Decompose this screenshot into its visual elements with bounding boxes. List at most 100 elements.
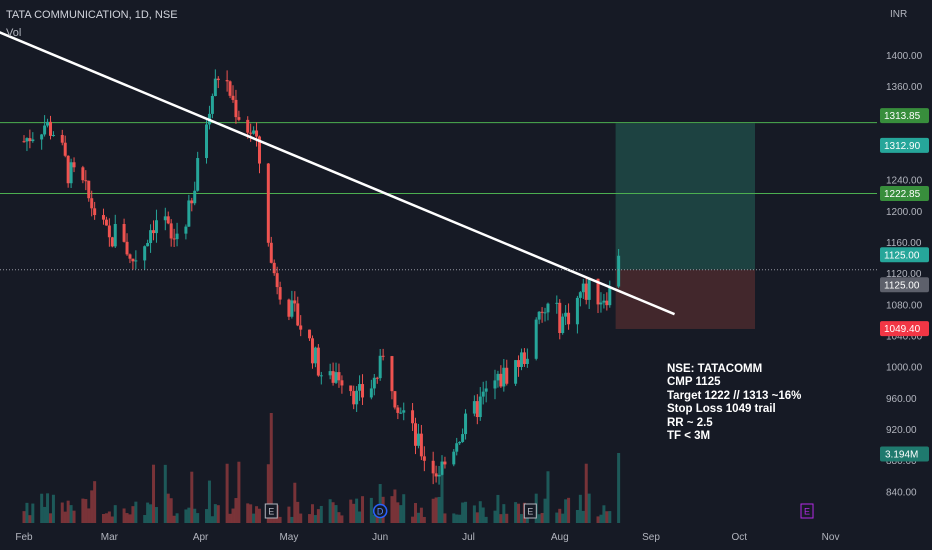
candle-body — [213, 78, 217, 97]
candle-body — [269, 242, 273, 263]
volume-bar — [225, 463, 229, 523]
volume-bar — [81, 498, 85, 523]
volume-bar — [349, 499, 353, 523]
volume-bar — [252, 513, 256, 523]
volume-bar — [166, 493, 170, 523]
volume-bar — [255, 506, 259, 523]
volume-bar — [169, 498, 173, 523]
candle-body — [355, 390, 359, 405]
volume-bar — [308, 514, 312, 523]
volume-bar — [537, 514, 541, 523]
volume-bar — [402, 494, 406, 523]
price-badge — [880, 321, 929, 337]
volume-bar — [149, 504, 153, 523]
volume-bar — [514, 502, 518, 523]
candle-body — [257, 136, 261, 164]
candle-body — [484, 388, 488, 392]
candle-body — [514, 360, 518, 384]
volume-bar — [60, 502, 64, 523]
candle-body — [252, 130, 256, 134]
price-badge-label: 1312.90 — [884, 141, 921, 152]
volume-bar — [352, 503, 356, 523]
candle-body — [475, 401, 479, 418]
y-tick-label: 960.00 — [886, 394, 917, 405]
volume-bar — [172, 515, 176, 523]
candle-body — [299, 325, 303, 330]
volume-bar — [608, 511, 612, 523]
candle-body — [131, 258, 135, 262]
volume-bar — [101, 513, 105, 523]
candle-body — [316, 347, 320, 376]
volume-bar — [319, 505, 323, 523]
x-tick-label: Mar — [101, 532, 119, 543]
candle-body — [107, 225, 111, 238]
candle-body — [255, 130, 259, 137]
candle-body — [558, 302, 562, 334]
volume-bar — [599, 514, 603, 523]
volume-bar — [234, 498, 238, 523]
volume-bar — [581, 510, 585, 523]
volume-bars — [22, 413, 621, 523]
volume-bar — [378, 484, 382, 523]
candle-body — [205, 124, 209, 159]
volume-bar — [316, 509, 320, 523]
volume-bar — [390, 496, 394, 523]
volume-bar — [69, 505, 73, 523]
candle-body — [69, 162, 73, 184]
trade-note: NSE: TATACOMM CMP 1125 Target 1222 // 13… — [667, 363, 801, 443]
volume-bar — [266, 464, 270, 523]
candle-body — [587, 278, 591, 300]
candle-body — [40, 134, 44, 140]
candle-body — [358, 384, 362, 391]
volume-bar — [617, 453, 621, 523]
volume-bar — [399, 505, 403, 523]
candle-body — [478, 396, 482, 418]
volume-bar — [575, 509, 579, 523]
note-line-stop: Stop Loss 1049 trail — [667, 403, 776, 416]
candle-body — [60, 135, 64, 143]
candle-body — [517, 360, 521, 367]
volume-bar — [411, 516, 415, 523]
candle-body — [481, 391, 485, 397]
volume-bar — [584, 463, 588, 523]
volume-bar — [493, 510, 497, 523]
volume-bar — [602, 505, 606, 523]
volume-bar — [458, 514, 462, 523]
volume-bar — [540, 512, 544, 523]
candle-body — [122, 223, 126, 242]
candle-body — [375, 377, 379, 379]
volume-bar — [334, 505, 338, 523]
volume-bar — [331, 502, 335, 523]
candle-body — [434, 473, 438, 477]
x-tick-label: Aug — [551, 532, 569, 543]
candle-body — [246, 119, 250, 133]
price-badge-label: 1125.00 — [884, 250, 920, 261]
candle-body — [146, 243, 150, 247]
candle-body — [22, 141, 26, 143]
candle-body — [502, 367, 506, 387]
candle-body — [149, 230, 153, 244]
volume-bar — [152, 464, 156, 523]
candle-body — [390, 356, 394, 392]
candle-body — [104, 219, 108, 226]
earnings-marker-label: E — [804, 507, 810, 517]
y-tick-label: 1360.00 — [886, 82, 923, 93]
volume-bar — [48, 513, 52, 523]
x-tick-label: Jul — [462, 532, 475, 543]
volume-bar — [63, 511, 67, 523]
volume-bar — [66, 500, 70, 523]
y-tick-label: 1000.00 — [886, 363, 923, 374]
volume-bar — [558, 508, 562, 523]
earnings-marker — [800, 503, 814, 519]
candle-body — [543, 312, 547, 314]
candle-body — [31, 139, 35, 142]
x-tick-label: Sep — [642, 532, 660, 543]
volume-bar — [278, 516, 282, 523]
candle-body — [125, 241, 129, 255]
candle-body — [461, 434, 465, 442]
price-badge — [880, 277, 929, 293]
candle-body — [537, 311, 541, 320]
volume-bar — [257, 508, 261, 523]
